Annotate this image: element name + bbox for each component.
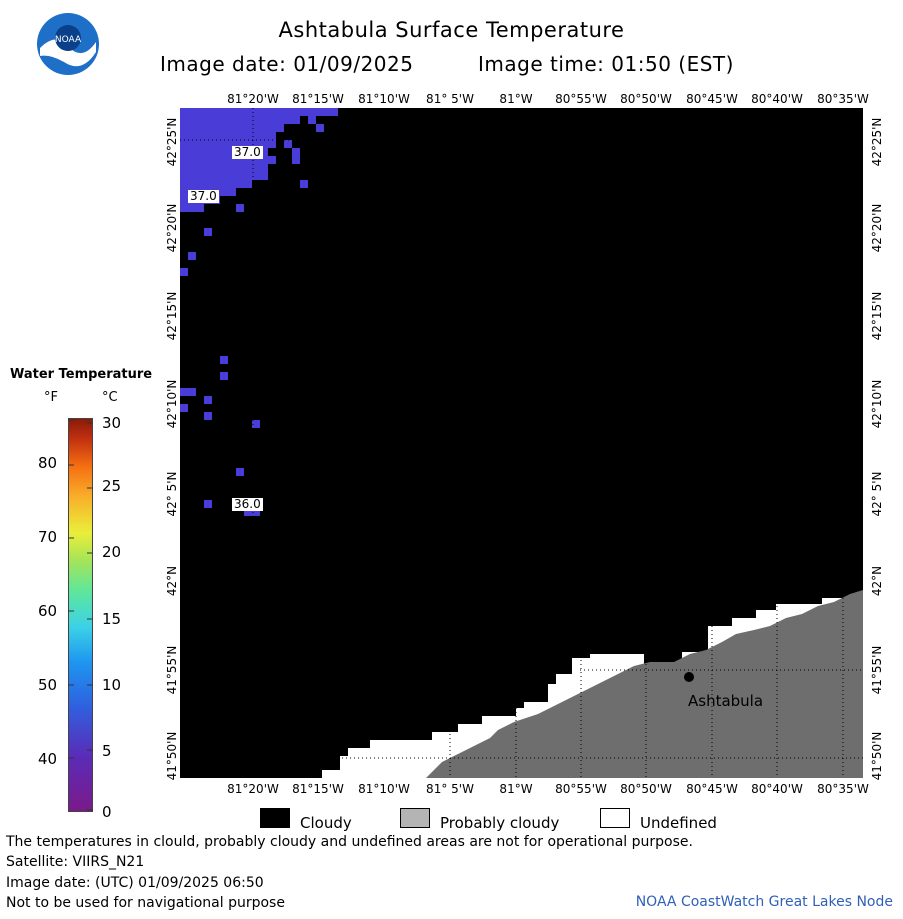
legend-title: Water Temperature	[10, 367, 153, 382]
lon-label: 80°40'W	[751, 782, 803, 796]
lon-label: 81°W	[499, 92, 533, 106]
lon-label: 80°35'W	[817, 782, 869, 796]
lon-label: 80°50'W	[620, 782, 672, 796]
lat-label: 42°25'N	[870, 117, 884, 167]
credit-link[interactable]: NOAA CoastWatch Great Lakes Node	[635, 894, 893, 910]
lat-label: 41°55'N	[165, 645, 179, 695]
lat-label: 42°15'N	[165, 291, 179, 341]
utc-date: Image date: (UTC) 01/09/2025 06:50	[6, 875, 264, 891]
lat-label: 42°N	[870, 565, 884, 597]
legend-unit-f: °F	[44, 390, 58, 405]
legend-f-tick: 70	[38, 528, 58, 546]
lat-label: 42°10'N	[870, 379, 884, 429]
legend-f-tick: 80	[38, 454, 58, 472]
lat-label: 42°20'N	[870, 203, 884, 253]
legend-unit-c: °C	[102, 390, 118, 405]
legend-f-tick: 50	[38, 676, 58, 694]
image-time: Image time: 01:50 (EST)	[478, 52, 734, 76]
legend-c-tick: 25	[102, 477, 122, 495]
lon-label: 81° 5'W	[426, 92, 474, 106]
legend-c-tick: 10	[102, 676, 122, 694]
lat-label: 42°15'N	[870, 291, 884, 341]
temp-value-label: 37.0	[188, 189, 219, 203]
cloudy-swatch	[260, 808, 290, 828]
lat-label: 41°50'N	[165, 731, 179, 781]
lat-label: 42° 5'N	[165, 471, 179, 517]
land-area	[426, 590, 863, 778]
color-scale-bar	[68, 418, 93, 812]
lon-label: 80°40'W	[751, 92, 803, 106]
legend-c-tick: 15	[102, 610, 122, 628]
probably-cloudy-swatch	[400, 808, 430, 828]
page-title: Ashtabula Surface Temperature	[278, 18, 625, 42]
water-pixels	[180, 108, 338, 516]
undefined-label: Undefined	[640, 814, 717, 832]
lat-label: 42°10'N	[165, 379, 179, 429]
lon-label: 80°45'W	[686, 92, 738, 106]
lon-label: 80°55'W	[555, 782, 607, 796]
lat-label: 41°50'N	[870, 731, 884, 781]
city-label: Ashtabula	[688, 692, 764, 710]
lon-label: 81°10'W	[358, 782, 410, 796]
svg-text:NOAA: NOAA	[55, 35, 82, 45]
image-date: Image date: 01/09/2025	[160, 52, 414, 76]
lon-label: 81°10'W	[358, 92, 410, 106]
satellite-info: Satellite: VIIRS_N21	[6, 854, 145, 870]
lat-label: 42°N	[165, 565, 179, 597]
lon-label: 80°45'W	[686, 782, 738, 796]
lon-label: 81°W	[499, 782, 533, 796]
lon-label: 80°55'W	[555, 92, 607, 106]
temperature-map: 37.0 37.0 36.0 Ashtabula	[180, 108, 863, 778]
legend-c-tick: 30	[102, 414, 122, 432]
lon-label: 81° 5'W	[426, 782, 474, 796]
color-scale-ticks	[68, 419, 93, 811]
legend-c-tick: 5	[102, 742, 112, 760]
legend-c-tick: 0	[102, 803, 112, 821]
lat-label: 42° 5'N	[870, 471, 884, 517]
lon-label: 81°15'W	[292, 782, 344, 796]
lon-label: 80°50'W	[620, 92, 672, 106]
disclaimer-note: The temperatures in clould, probably clo…	[6, 834, 693, 850]
probably-cloudy-label: Probably cloudy	[440, 814, 560, 832]
undefined-swatch	[600, 808, 630, 828]
noaa-logo: NOAA	[37, 13, 99, 75]
lon-label: 81°20'W	[227, 92, 279, 106]
temp-value-label: 37.0	[232, 145, 263, 159]
lon-label: 80°35'W	[817, 92, 869, 106]
city-marker	[684, 672, 694, 682]
legend-f-tick: 40	[38, 750, 58, 768]
legend-c-tick: 20	[102, 543, 122, 561]
lat-label: 41°55'N	[870, 645, 884, 695]
lat-label: 42°25'N	[165, 117, 179, 167]
temp-value-label: 36.0	[232, 497, 263, 511]
cloudy-label: Cloudy	[300, 814, 352, 832]
lon-label: 81°15'W	[292, 92, 344, 106]
lon-label: 81°20'W	[227, 782, 279, 796]
lat-label: 42°20'N	[165, 203, 179, 253]
legend-f-tick: 60	[38, 602, 58, 620]
navigation-warning: Not to be used for navigational purpose	[6, 895, 285, 911]
